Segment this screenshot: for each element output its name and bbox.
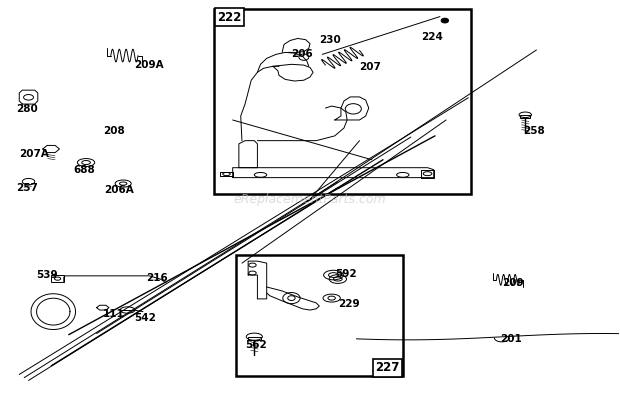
Text: 257: 257 — [16, 183, 38, 193]
Text: 208: 208 — [103, 126, 125, 136]
Text: 216: 216 — [146, 273, 168, 283]
Text: 230: 230 — [319, 36, 341, 45]
Ellipse shape — [441, 18, 448, 23]
Text: 539: 539 — [37, 270, 58, 280]
Bar — [214, 9, 471, 194]
Bar — [520, 115, 530, 118]
Text: 258: 258 — [523, 126, 545, 136]
Text: 227: 227 — [375, 361, 400, 374]
Text: 688: 688 — [74, 165, 95, 175]
Bar — [248, 337, 260, 340]
Text: 206A: 206A — [105, 186, 135, 196]
Text: 207A: 207A — [19, 149, 49, 159]
Text: 562: 562 — [245, 340, 267, 350]
Text: 201: 201 — [500, 334, 522, 344]
Text: 206: 206 — [291, 49, 313, 59]
Text: 280: 280 — [16, 104, 38, 114]
Text: 209: 209 — [502, 278, 523, 288]
Text: 542: 542 — [134, 312, 156, 322]
Text: eReplacementParts.com: eReplacementParts.com — [234, 193, 386, 206]
Text: 111: 111 — [103, 308, 125, 319]
Text: 209A: 209A — [134, 60, 163, 70]
Text: 222: 222 — [217, 11, 242, 24]
Text: 224: 224 — [422, 32, 443, 42]
Bar — [236, 255, 403, 376]
Text: 229: 229 — [338, 299, 360, 309]
Text: 207: 207 — [360, 63, 381, 73]
Text: 592: 592 — [335, 269, 356, 279]
Bar — [51, 275, 64, 282]
